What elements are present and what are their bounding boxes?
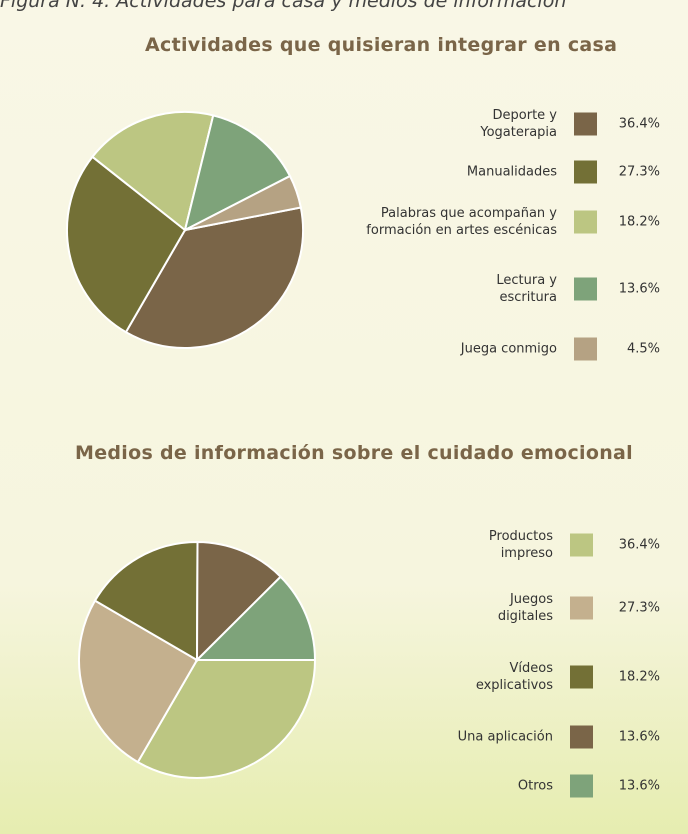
legend-label: Palabras que acompañan y formación en ar…: [366, 206, 557, 238]
pie-slice: [136, 659, 317, 779]
caption: Figura N. 4. Actividades para casa y med…: [0, 0, 567, 12]
legend-label: Lectura y escritura: [496, 273, 557, 305]
legend-label: Juega conmigo: [460, 341, 557, 357]
legend-label: Manualidades: [466, 164, 557, 180]
legend-swatch: [570, 665, 593, 689]
pie-slice: [184, 174, 303, 231]
pie-slice: [194, 575, 317, 661]
value-label: 13.6%: [618, 729, 660, 745]
legend-swatch: [570, 774, 593, 798]
legend-swatch: [574, 160, 597, 184]
pie-slice: [183, 114, 292, 232]
pie-slice: [124, 206, 304, 349]
legend-swatch: [574, 112, 597, 136]
legend-swatch: [574, 337, 597, 361]
pie-slice: [78, 599, 199, 764]
pie-slice: [66, 155, 187, 334]
value-label: 13.6%: [618, 778, 660, 794]
legend-swatch: [570, 725, 593, 749]
value-label: 27.3%: [618, 164, 660, 180]
value-label: 18.2%: [618, 669, 660, 685]
legend-label: Una aplicación: [457, 729, 553, 745]
value-label: 4.5%: [626, 341, 660, 357]
chart-title: Medios de información sobre el cuidado e…: [75, 442, 633, 464]
value-label: 36.4%: [618, 116, 660, 132]
chart-title: Actividades que quisieran integrar en ca…: [145, 34, 618, 56]
value-label: 18.2%: [618, 214, 660, 230]
legend-swatch: [574, 277, 597, 301]
legend-label: Vídeos explicativos: [475, 661, 553, 693]
legend-label: Productos impreso: [488, 529, 553, 561]
legend-swatch: [574, 210, 597, 234]
pie-slice: [195, 540, 283, 663]
value-label: 36.4%: [618, 537, 660, 553]
pie-slice: [93, 541, 199, 662]
value-label: 13.6%: [618, 281, 660, 297]
legend-swatch: [570, 533, 593, 557]
legend-label: Juegos digitales: [497, 592, 553, 624]
value-label: 27.3%: [618, 600, 660, 616]
legend-swatch: [570, 596, 593, 620]
legend-label: Deporte y Yogaterapia: [480, 108, 557, 140]
legend-label: Otros: [517, 778, 553, 794]
pie-slice: [91, 111, 215, 232]
